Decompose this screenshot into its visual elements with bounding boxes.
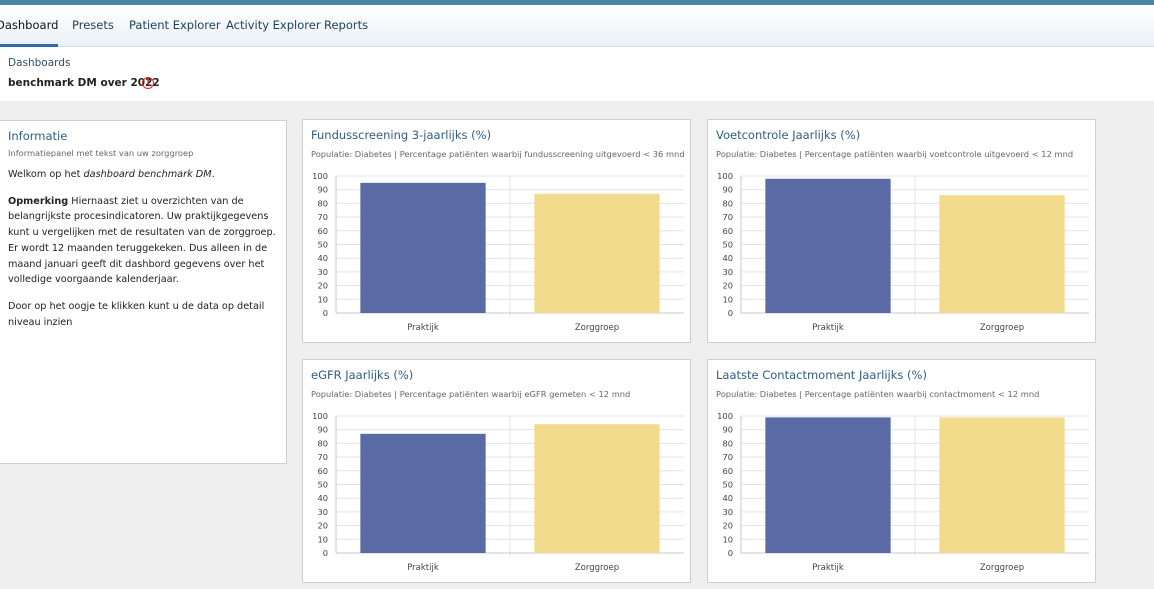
y-tick-label: 40: [317, 253, 328, 263]
chart-card-egfr: eGFR Jaarlijks (%) Populatie: Diabetes |…: [302, 359, 691, 583]
card-title: Voetcontrole Jaarlijks (%): [716, 128, 861, 142]
page-title: benchmark DM over 2022: [8, 77, 160, 89]
y-tick-label: 90: [722, 425, 733, 435]
y-tick-label: 10: [722, 534, 733, 544]
y-tick-label: 20: [317, 521, 328, 531]
x-tick-label: Praktijk: [407, 563, 439, 573]
y-tick-label: 80: [722, 198, 733, 208]
bar-praktijk: [765, 178, 891, 313]
card-subtitle: Populatie: Diabetes | Percentage patiënt…: [716, 389, 1040, 399]
bar-praktijk: [360, 433, 486, 553]
bar-chart: 0 10 20 30 40 50 60 70 80 90 100 Praktijk Zorggroep: [717, 171, 1089, 333]
bar-zorggroep: [939, 417, 1065, 553]
y-tick-label: 80: [722, 438, 733, 448]
bar-zorggroep: [534, 193, 660, 313]
x-tick-label: Praktijk: [407, 323, 439, 333]
tab-reports[interactable]: Reports: [324, 18, 369, 32]
y-tick-label: 90: [317, 185, 328, 195]
y-tick-label: 80: [317, 438, 328, 448]
tab-presets[interactable]: Presets: [72, 18, 114, 32]
y-tick-label: 10: [317, 294, 328, 304]
card-title: Fundusscreening 3-jaarlijks (%): [311, 128, 492, 142]
card-title: eGFR Jaarlijks (%): [311, 368, 414, 382]
bar-praktijk: [765, 417, 891, 553]
y-tick-label: 70: [317, 452, 328, 462]
bar-chart: 0 10 20 30 40 50 60 70 80 90 100 Praktijk Zorggroep: [312, 171, 684, 333]
y-tick-label: 10: [317, 534, 328, 544]
y-tick-label: 60: [317, 226, 328, 236]
y-tick-label: 50: [722, 480, 733, 490]
welcome-prefix: Welkom op het: [8, 169, 84, 180]
y-tick-label: 30: [317, 507, 328, 517]
top-accent-bar: [0, 0, 1154, 5]
y-tick-label: 70: [317, 212, 328, 222]
y-tick-label: 100: [717, 171, 733, 181]
y-tick-label: 0: [728, 308, 733, 318]
info-title: Informatie: [8, 129, 68, 143]
info-panel: Informatie Informatiepanel met tekst van…: [0, 120, 287, 464]
card-title: Laatste Contactmoment Jaarlijks (%): [716, 368, 927, 382]
breadcrumb-dashboards[interactable]: Dashboards: [8, 57, 71, 69]
warning-icon[interactable]: !: [142, 77, 154, 89]
info-welcome: Welkom op het dashboard benchmark DM.: [8, 167, 280, 183]
bar-chart: 0 10 20 30 40 50 60 70 80 90 100 Praktijk Zorggroep: [717, 411, 1089, 573]
tab-activity-explorer[interactable]: Activity Explorer: [226, 18, 321, 32]
y-tick-label: 60: [317, 466, 328, 476]
info-body: Welkom op het dashboard benchmark DM. Op…: [8, 167, 280, 330]
bar-praktijk: [360, 182, 486, 313]
y-tick-label: 20: [722, 281, 733, 291]
info-remark: Opmerking Hiernaast ziet u overzichten v…: [8, 194, 280, 288]
remark-text: Hiernaast ziet u overzichten van de bela…: [8, 195, 276, 286]
chart-card-voetcontrole: Voetcontrole Jaarlijks (%) Populatie: Di…: [707, 119, 1096, 343]
tab-dashboard[interactable]: Dashboard: [0, 5, 59, 47]
main-navigation: Dashboard Presets Patient Explorer Activ…: [0, 5, 1154, 47]
x-tick-label: Praktijk: [812, 323, 844, 333]
y-tick-label: 60: [722, 466, 733, 476]
x-tick-label: Zorggroep: [575, 323, 619, 333]
y-tick-label: 70: [722, 212, 733, 222]
card-subtitle: Populatie: Diabetes | Percentage patiënt…: [311, 389, 631, 399]
x-tick-label: Zorggroep: [980, 563, 1024, 573]
y-tick-label: 30: [722, 507, 733, 517]
bar-chart: 0 10 20 30 40 50 60 70 80 90 100 Praktijk Zorggroep: [312, 411, 684, 573]
y-tick-label: 0: [728, 548, 733, 558]
y-tick-label: 10: [722, 294, 733, 304]
bar-zorggroep: [534, 424, 660, 553]
card-subtitle: Populatie: Diabetes | Percentage patiënt…: [311, 149, 685, 159]
y-tick-label: 50: [317, 480, 328, 490]
y-tick-label: 0: [323, 548, 328, 558]
y-tick-label: 30: [722, 267, 733, 277]
y-tick-label: 100: [717, 411, 733, 421]
remark-label: Opmerking: [8, 195, 69, 207]
y-tick-label: 100: [312, 411, 328, 421]
y-tick-label: 30: [317, 267, 328, 277]
y-tick-label: 40: [722, 493, 733, 503]
y-tick-label: 20: [722, 521, 733, 531]
x-tick-label: Zorggroep: [575, 563, 619, 573]
y-tick-label: 50: [317, 240, 328, 250]
info-detail: Door op het oogje te klikken kunt u de d…: [8, 300, 265, 328]
chart-card-fundusscreening: Fundusscreening 3-jaarlijks (%) Populati…: [302, 119, 691, 343]
y-tick-label: 90: [317, 425, 328, 435]
y-tick-label: 60: [722, 226, 733, 236]
card-subtitle: Populatie: Diabetes | Percentage patiënt…: [716, 149, 1074, 159]
chart-card-contactmoment: Laatste Contactmoment Jaarlijks (%) Popu…: [707, 359, 1096, 583]
info-subtitle: Informatiepanel met tekst van uw zorggro…: [8, 148, 194, 158]
welcome-suffix: .: [211, 169, 215, 180]
y-tick-label: 70: [722, 452, 733, 462]
y-tick-label: 40: [722, 253, 733, 263]
y-tick-label: 90: [722, 185, 733, 195]
welcome-emphasis: dashboard benchmark DM: [83, 169, 212, 180]
y-tick-label: 100: [312, 171, 328, 181]
y-tick-label: 80: [317, 198, 328, 208]
y-tick-label: 0: [323, 308, 328, 318]
bar-zorggroep: [939, 195, 1065, 313]
x-tick-label: Praktijk: [812, 563, 844, 573]
x-tick-label: Zorggroep: [980, 323, 1024, 333]
page-header: Dashboards benchmark DM over 2022 !: [0, 47, 1154, 101]
y-tick-label: 40: [317, 493, 328, 503]
tab-patient-explorer[interactable]: Patient Explorer: [129, 18, 221, 32]
y-tick-label: 20: [317, 281, 328, 291]
y-tick-label: 50: [722, 240, 733, 250]
